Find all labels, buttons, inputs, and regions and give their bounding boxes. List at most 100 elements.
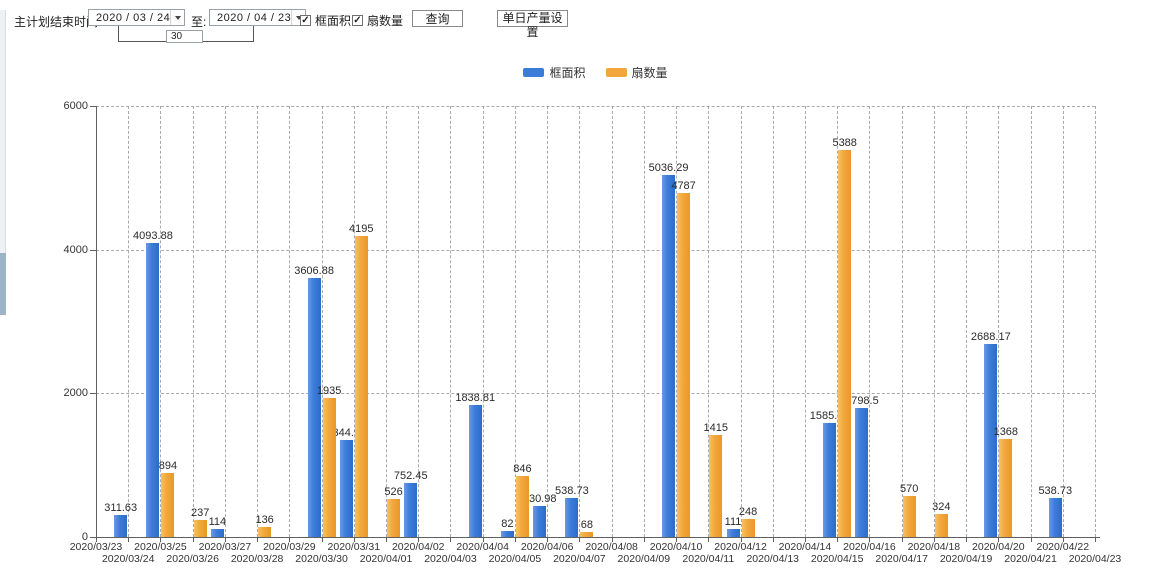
x-axis-tick — [676, 537, 678, 542]
x-axis-label: 2020/04/07 — [553, 553, 606, 565]
x-axis-tick — [289, 537, 291, 542]
v-gridline — [676, 106, 678, 537]
bar-fan-count — [934, 513, 948, 537]
v-gridline — [740, 106, 742, 537]
v-gridline — [321, 106, 323, 537]
x-axis-label: 2020/04/15 — [810, 553, 864, 565]
bar-frame-area — [984, 343, 998, 537]
h-gridline — [96, 106, 1095, 107]
bar-value-label: 3606.88 — [294, 264, 334, 277]
x-axis-label: 2020/04/23 — [1068, 553, 1122, 565]
h-gridline — [96, 249, 1095, 251]
v-gridline — [1095, 106, 1096, 537]
v-gridline — [192, 106, 194, 537]
v-gridline — [933, 106, 935, 537]
legend-swatch-icon — [605, 68, 627, 77]
v-gridline — [353, 106, 355, 537]
bar-fan-count — [161, 472, 175, 537]
interval-days-input[interactable]: 30 — [166, 30, 203, 43]
bar-fan-count — [677, 193, 691, 537]
fan-count-checkbox-label: 扇数量 — [367, 14, 404, 28]
x-axis-label: 2020/04/09 — [617, 553, 671, 565]
y-axis-label: 2000 — [63, 387, 88, 400]
v-gridline — [772, 106, 774, 537]
x-axis-tick — [998, 537, 1000, 542]
v-gridline — [482, 106, 484, 537]
chevron-down-icon[interactable] — [170, 10, 184, 25]
x-axis-tick — [1095, 537, 1096, 542]
bar-value-label: 311.63 — [104, 501, 138, 514]
legend-swatch-icon — [523, 68, 545, 77]
bar-frame-area — [1048, 498, 1062, 537]
x-axis-tick — [869, 537, 871, 542]
bar-fan-count — [354, 235, 368, 537]
start-date-picker[interactable]: 2020 / 03 / 24 — [88, 9, 185, 26]
bar-frame-area — [500, 531, 514, 537]
x-axis-label: 2020/04/01 — [359, 553, 413, 565]
x-axis-label: 2020/04/17 — [875, 553, 928, 565]
bar-fan-count — [709, 435, 723, 537]
frame-area-checkbox[interactable]: ✓ 框面积 — [300, 12, 351, 29]
frame-area-checkbox-label: 框面积 — [315, 14, 352, 28]
bar-frame-area — [114, 514, 128, 537]
x-axis-label: 2020/03/25 — [134, 541, 187, 553]
checkbox-check-icon: ✓ — [300, 15, 311, 26]
bar-value-label: 68 — [580, 519, 593, 532]
end-date-value: 2020 / 04 / 23 — [217, 11, 292, 24]
x-axis-label: 2020/04/20 — [972, 541, 1025, 553]
daily-output-settings-button[interactable]: 单日产量设置 — [497, 10, 568, 39]
x-axis-tick — [1030, 537, 1032, 542]
bar-value-label: 1798.5 — [845, 394, 879, 407]
x-axis-label: 2020/04/16 — [843, 541, 896, 553]
x-axis-tick — [386, 537, 388, 542]
bar-value-label: 430.98 — [522, 493, 557, 506]
bar-fan-count — [580, 532, 594, 537]
to-label: 至: — [191, 15, 207, 29]
v-gridline — [514, 106, 516, 537]
bar-frame-area — [533, 506, 547, 537]
fan-count-checkbox[interactable]: ✓ 扇数量 — [352, 12, 403, 29]
x-axis-tick — [1062, 537, 1064, 542]
x-axis-label: 2020/04/02 — [391, 541, 445, 553]
x-axis-label: 2020/03/24 — [101, 553, 155, 565]
bar-value-label: 324 — [932, 500, 951, 513]
chart-legend: 框面积 扇数量 — [96, 64, 1095, 81]
bar-value-label: 894 — [158, 459, 178, 472]
bar-value-label: 538.73 — [1038, 485, 1073, 498]
bar-value-label: 538.73 — [555, 485, 589, 498]
v-gridline — [547, 106, 549, 537]
bracket-line-left — [118, 26, 119, 42]
x-axis-tick — [740, 537, 742, 542]
v-gridline — [128, 106, 130, 537]
bar-frame-area — [307, 277, 321, 537]
start-date-value: 2020 / 03 / 24 — [96, 11, 171, 24]
bar-value-label: 111 — [724, 516, 742, 529]
bar-value-label: 4787 — [671, 180, 696, 193]
bar-value-label: 570 — [899, 483, 919, 496]
y-axis-tick — [90, 106, 96, 107]
v-gridline — [611, 106, 613, 537]
bar-fan-count — [193, 519, 207, 537]
legend-item: 框面积 — [523, 64, 586, 81]
left-edge-panel — [0, 10, 6, 315]
v-gridline — [579, 106, 581, 537]
x-axis-tick — [353, 537, 355, 542]
x-axis-tick — [643, 537, 645, 542]
x-axis-label: 2020/03/29 — [263, 541, 316, 553]
bar-value-label: 1368 — [993, 425, 1019, 438]
bar-fan-count — [999, 438, 1013, 537]
bar-value-label: 82 — [501, 518, 514, 531]
bar-frame-area — [855, 407, 869, 537]
bar-value-label: 752.45 — [393, 469, 428, 482]
query-button[interactable]: 查询 — [412, 10, 463, 27]
bar-value-label: 4093.88 — [133, 229, 173, 242]
v-gridline — [998, 106, 1000, 537]
y-axis-tick — [90, 249, 96, 251]
y-axis-label: 4000 — [63, 243, 88, 256]
bar-value-label: 846 — [513, 463, 532, 476]
x-axis-tick — [547, 537, 549, 542]
v-gridline — [450, 106, 452, 537]
x-axis-tick — [933, 537, 935, 542]
